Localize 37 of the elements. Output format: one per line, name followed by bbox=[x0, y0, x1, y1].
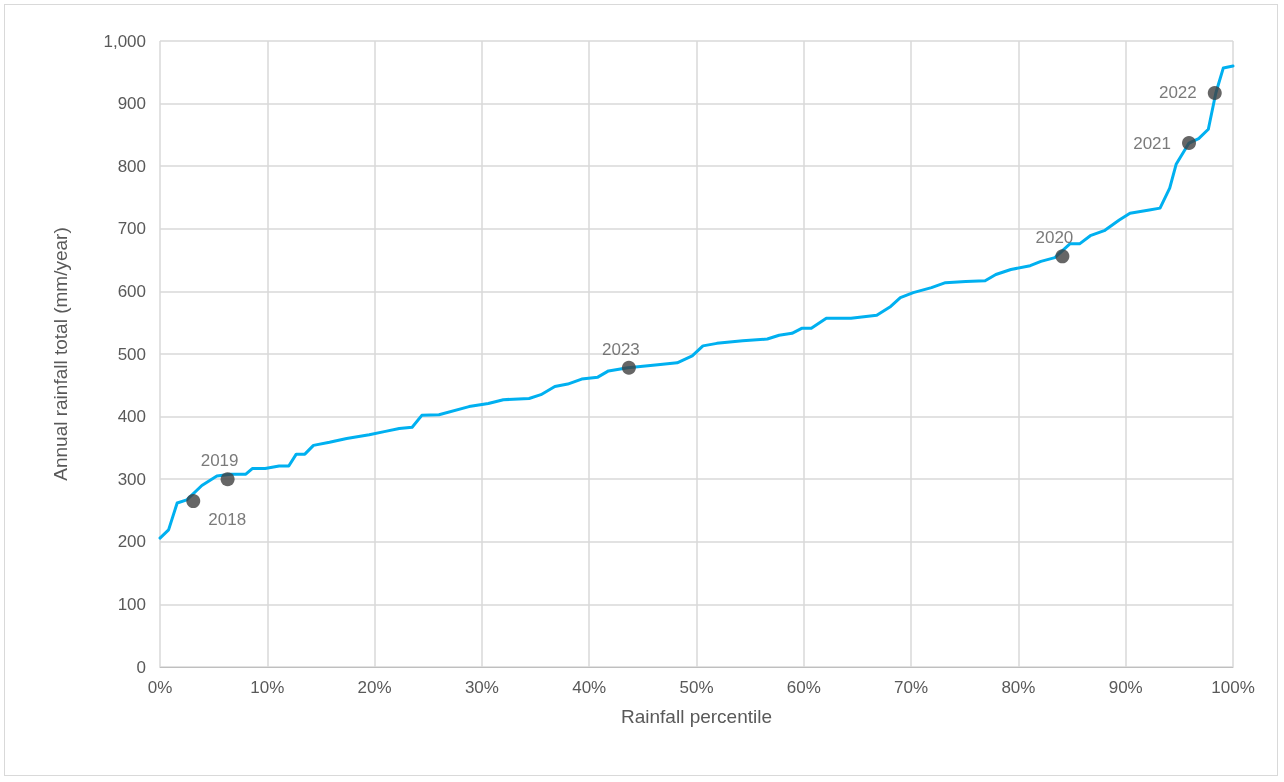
x-tick-label: 0% bbox=[147, 678, 173, 697]
line-series bbox=[158, 64, 1235, 540]
annotation: 2019 bbox=[200, 451, 239, 471]
y-tick-label: 1,000 bbox=[103, 31, 146, 51]
annotation: 2023 bbox=[601, 339, 640, 359]
point bbox=[220, 472, 235, 487]
point bbox=[621, 360, 636, 375]
y-tick-label: 200 bbox=[117, 532, 146, 552]
y-axis-title: Annual rainfall total (mm/year) bbox=[50, 227, 71, 481]
point bbox=[186, 494, 201, 509]
x-tick-label: 10% bbox=[250, 678, 285, 697]
y-tick-label: 400 bbox=[117, 407, 146, 427]
x-tick-label: 90% bbox=[1108, 678, 1143, 697]
annotation: 2020 bbox=[1035, 228, 1074, 248]
y-tick-label: 900 bbox=[117, 94, 146, 114]
y-tick-label: 0 bbox=[136, 657, 146, 677]
x-axis-title: Rainfall percentile bbox=[620, 706, 773, 727]
point bbox=[1207, 85, 1222, 100]
x-tick-label: 70% bbox=[894, 678, 929, 697]
y-tick-label: 300 bbox=[117, 469, 146, 489]
point bbox=[1182, 136, 1197, 151]
annotation: 2022 bbox=[1158, 83, 1197, 103]
y-tick-label: 100 bbox=[117, 594, 146, 614]
x-tick-label: 20% bbox=[357, 678, 392, 697]
x-tick-label: 50% bbox=[679, 678, 714, 697]
x-tick-label: 30% bbox=[464, 678, 499, 697]
y-tick-label: 500 bbox=[117, 344, 146, 364]
annotation: 2018 bbox=[208, 510, 247, 530]
y-tick-label: 700 bbox=[117, 219, 146, 239]
point bbox=[1055, 249, 1070, 264]
x-tick-label: 80% bbox=[1001, 678, 1036, 697]
x-tick-label: 100% bbox=[1211, 678, 1255, 697]
annotation: 2021 bbox=[1133, 133, 1172, 153]
y-tick-label: 800 bbox=[117, 156, 146, 176]
x-tick-label: 60% bbox=[786, 678, 821, 697]
y-tick-label: 600 bbox=[117, 281, 146, 301]
x-tick-label: 40% bbox=[572, 678, 607, 697]
